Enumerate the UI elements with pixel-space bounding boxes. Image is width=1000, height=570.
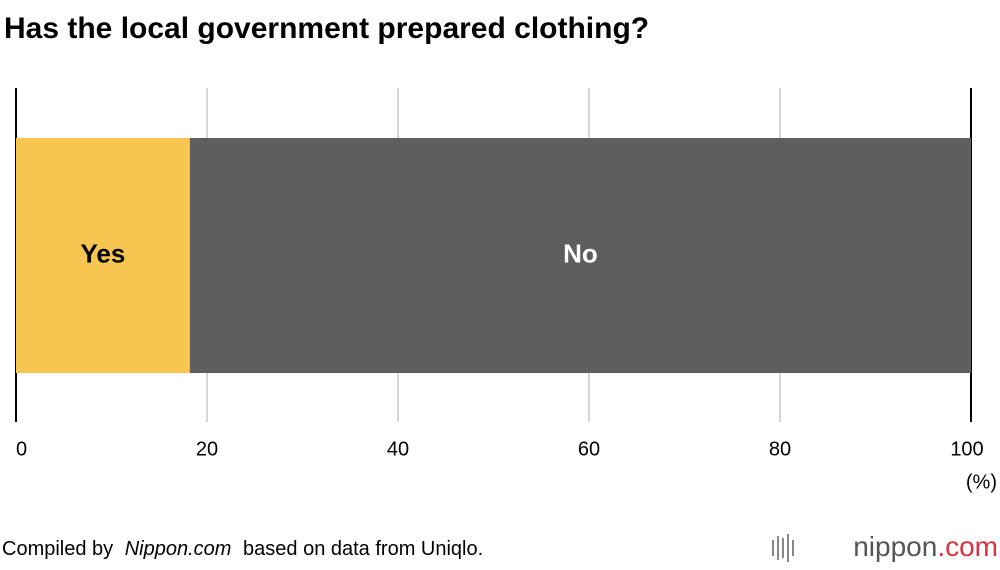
- x-tick-label: 40: [387, 438, 409, 460]
- logo-bar: [772, 540, 774, 556]
- chart-title: Has the local government prepared clothi…: [4, 12, 649, 45]
- x-tick-label: 80: [769, 438, 791, 460]
- logo-suffix: .com: [937, 531, 998, 562]
- x-tick-label: 20: [196, 438, 218, 460]
- source-prefix: Compiled by: [2, 538, 113, 560]
- logo-bar: [777, 536, 779, 560]
- x-unit: (%): [966, 471, 997, 493]
- logo-bar: [782, 538, 784, 558]
- source-emphasis: Nippon.com: [125, 538, 232, 560]
- logo-text: nippon.com: [853, 531, 998, 562]
- x-tick-label: 60: [578, 438, 600, 460]
- logo-bar: [792, 540, 794, 556]
- bar-segment: [16, 138, 190, 373]
- source-note: Compiled by Nippon.com based on data fro…: [2, 538, 483, 560]
- logo: nippon.com: [772, 531, 998, 562]
- source-suffix: based on data from Uniqlo.: [243, 538, 483, 560]
- x-tick-label: 0: [16, 438, 27, 460]
- segment-label: No: [563, 238, 598, 268]
- segment-label: Yes: [80, 238, 125, 268]
- logo-bar: [787, 534, 789, 562]
- bar-segment: [189, 138, 971, 373]
- logo-name: nippon: [853, 531, 937, 562]
- x-tick-label: 100: [950, 438, 983, 460]
